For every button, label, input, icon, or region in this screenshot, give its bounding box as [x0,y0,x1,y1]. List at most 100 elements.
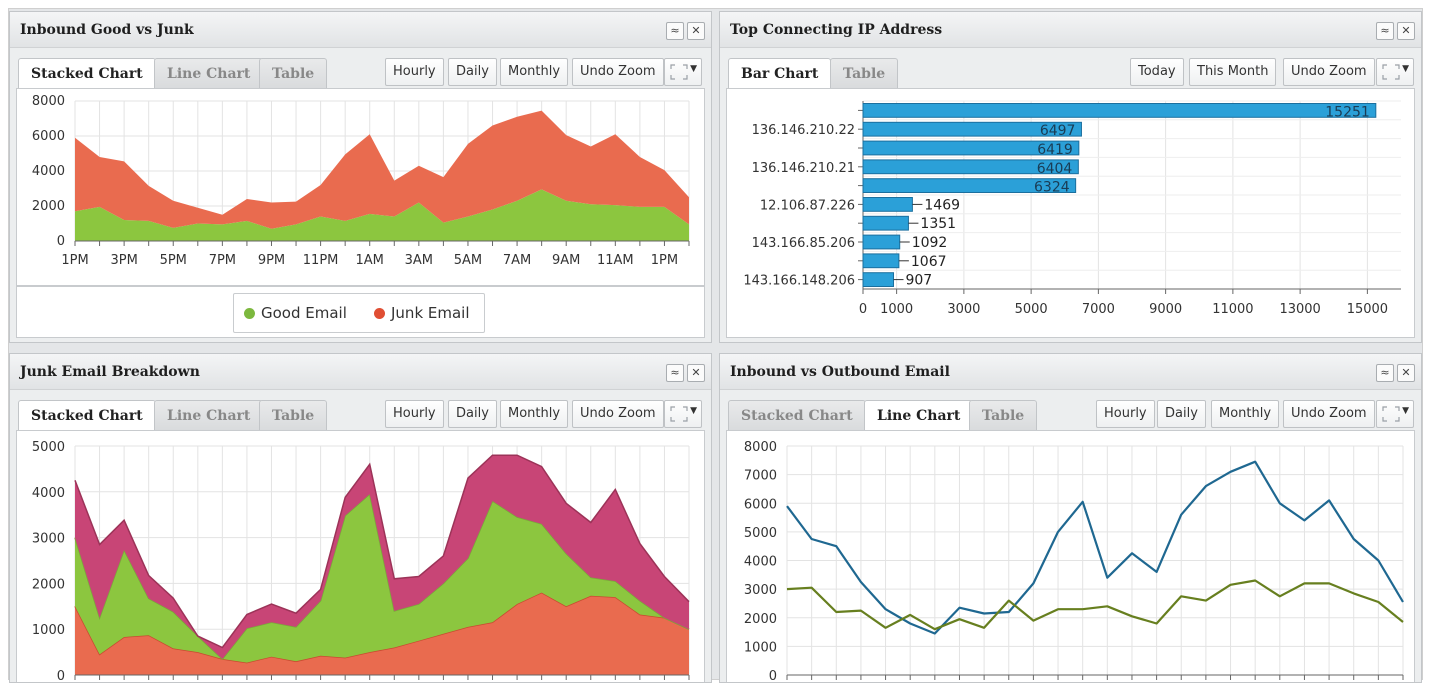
tab-table[interactable]: Table [830,58,899,88]
area-series-1 [75,592,689,675]
chevron-down-icon: ▼ [1402,406,1409,416]
tab-table[interactable]: Table [259,400,328,430]
collapse-button[interactable]: ≈ [666,22,684,40]
y-tick-label: 0 [57,234,65,249]
ip-bar [862,121,1082,137]
tab-stacked-chart[interactable]: Stacked Chart [728,400,866,430]
y-tick-label: 3000 [32,532,65,547]
panel-header: Inbound vs Outbound Email ≈ ✕ [720,354,1421,390]
hourly-button[interactable]: Hourly [1096,400,1155,428]
tab-line-chart[interactable]: Line Chart [864,400,974,431]
inbound-area-chart[interactable]: 0 2000 4000 6000 8000 1PM 3PM 5PM 7PM 9PM 11PM 1AM 3… [17,89,704,285]
x-tick-label: 9AM [552,253,580,268]
chart-options-dropdown[interactable]: ▼ [1376,400,1414,428]
legend-swatch [374,308,385,319]
area-series-3-edge [74,454,690,649]
expand-icon [670,406,688,422]
data-label: 907 [905,273,932,289]
data-label: 1092 [912,235,948,251]
y-tick-label: 2000 [32,199,65,214]
chart-options-dropdown[interactable]: ▼ [664,400,702,428]
ip-bar [862,140,1080,156]
junk-breakdown-area-chart[interactable]: 0 1000 2000 3000 4000 5000 [17,431,704,683]
close-button[interactable]: ✕ [687,22,705,40]
panel-header: Top Connecting IP Address ≈ ✕ [720,12,1421,48]
dashboard: Inbound Good vs Junk ≈ ✕ Stacked Chart L… [8,8,1423,683]
data-label: 15251 [1325,104,1370,120]
close-button[interactable]: ✕ [687,364,705,382]
y-tick-label: 0 [57,669,65,683]
undo-zoom-button[interactable]: Undo Zoom [1283,400,1375,428]
x-tick-label: 3AM [405,253,433,268]
inbound-outbound-line-chart[interactable]: 0 1000 2000 3000 4000 5000 6000 7000 8000 [727,431,1414,683]
tab-stacked-chart[interactable]: Stacked Chart [18,400,156,431]
collapse-button[interactable]: ≈ [1376,364,1394,382]
x-tick-label: 1000 [880,302,913,317]
chart-area: 0 1000 2000 3000 4000 5000 [16,430,705,683]
top-ip-bar-chart[interactable]: 0 1000 3000 5000 7000 9000 11000 13000 15000 1525… [727,89,1414,337]
ip-bar [862,215,909,231]
y-tick-label: 4000 [744,555,777,570]
x-tick-label: 11AM [597,253,634,268]
tab-table[interactable]: Table [969,400,1038,430]
undo-zoom-button[interactable]: Undo Zoom [1283,58,1375,86]
y-tick-label: 4000 [32,164,65,179]
monthly-button[interactable]: Monthly [500,58,569,86]
panel-top-connecting-ip: Top Connecting IP Address ≈ ✕ Bar Chart … [719,11,1422,343]
line-series-1 [786,460,1404,635]
undo-zoom-button[interactable]: Undo Zoom [572,58,664,86]
tab-table[interactable]: Table [259,58,328,88]
chart-area: 0 2000 4000 6000 8000 1PM 3PM 5PM 7PM 9PM 11PM 1AM 3… [16,88,705,286]
y-tick-label: 2000 [744,612,777,627]
tab-line-chart[interactable]: Line Chart [154,400,264,430]
close-button[interactable]: ✕ [1397,364,1415,382]
y-tick-label: 8000 [744,440,777,455]
area-junk-email [75,110,689,229]
today-button[interactable]: Today [1130,58,1184,86]
panel-junk-email-breakdown: Junk Email Breakdown ≈ ✕ Stacked Chart L… [9,353,712,683]
x-tick-label: 7AM [503,253,531,268]
chevron-down-icon: ▼ [690,406,697,416]
hourly-button[interactable]: Hourly [385,58,444,86]
expand-icon [670,64,688,80]
ip-bar [862,159,1079,175]
hourly-button[interactable]: Hourly [385,400,444,428]
area-series-2 [75,494,689,663]
tab-stacked-chart[interactable]: Stacked Chart [18,58,156,89]
daily-button[interactable]: Daily [1157,400,1206,428]
daily-button[interactable]: Daily [448,400,497,428]
close-button[interactable]: ✕ [1397,22,1415,40]
x-tick-label: 7PM [209,253,236,268]
monthly-button[interactable]: Monthly [1211,400,1280,428]
y-tick-label: 12.106.87.226 [760,198,855,213]
monthly-button[interactable]: Monthly [500,400,569,428]
x-tick-label: 11000 [1212,302,1253,317]
chart-options-dropdown[interactable]: ▼ [1376,58,1414,86]
expand-icon [1382,64,1400,80]
panel-header: Junk Email Breakdown ≈ ✕ [10,354,711,390]
panel-header: Inbound Good vs Junk ≈ ✕ [10,12,711,48]
tab-bar-chart[interactable]: Bar Chart [728,58,832,89]
x-tick-label: 1AM [356,253,384,268]
legend-label: Junk Email [391,304,470,322]
x-tick-label: 3000 [947,302,980,317]
legend-item-junk-email[interactable]: Junk Email [374,304,470,322]
legend-swatch [244,308,255,319]
y-tick-label: 0 [769,669,777,683]
collapse-button[interactable]: ≈ [1376,22,1394,40]
y-tick-label: 3000 [744,583,777,598]
x-tick-label: 9PM [258,253,285,268]
collapse-button[interactable]: ≈ [666,364,684,382]
tab-line-chart[interactable]: Line Chart [154,58,264,88]
x-tick-label: 11PM [303,253,339,268]
y-tick-label: 6000 [744,497,777,512]
undo-zoom-button[interactable]: Undo Zoom [572,400,664,428]
data-label: 6419 [1037,142,1073,158]
daily-button[interactable]: Daily [448,58,497,86]
chart-options-dropdown[interactable]: ▼ [664,58,702,86]
legend-item-good-email[interactable]: Good Email [244,304,347,322]
y-tick-label: 6000 [32,129,65,144]
legend-area: Good Email Junk Email [16,286,705,338]
this-month-button[interactable]: This Month [1189,58,1277,86]
ip-bar [862,234,901,250]
